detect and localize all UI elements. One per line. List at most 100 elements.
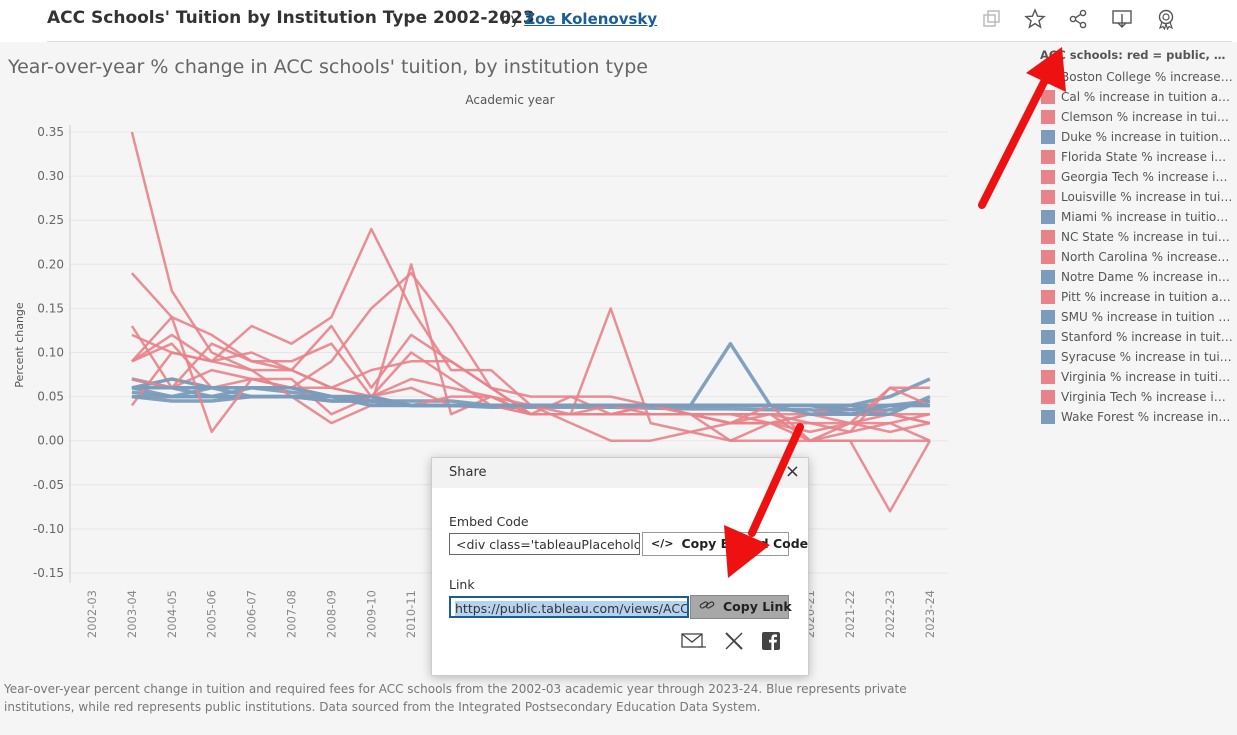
legend-swatch: [1041, 390, 1055, 404]
legend-item[interactable]: Cal % increase in tuition and ...: [1041, 87, 1233, 107]
author-link[interactable]: Zoe Kolenovsky: [524, 10, 658, 28]
legend-item[interactable]: Wake Forest % increase in tu...: [1041, 407, 1233, 427]
y-tick-label: 0.20: [37, 257, 64, 271]
download-icon[interactable]: [1111, 8, 1133, 30]
y-tick-label: 0.05: [37, 390, 64, 404]
legend-swatch: [1041, 230, 1055, 244]
x-tick-label: 2003-04: [125, 590, 139, 638]
legend-item[interactable]: Notre Dame % increase in tu...: [1041, 267, 1233, 287]
legend-label: Virginia Tech % increase in t...: [1061, 390, 1233, 404]
x-tick-label: 2023-24: [923, 590, 937, 638]
legend-swatch: [1041, 130, 1055, 144]
legend-item[interactable]: Virginia Tech % increase in t...: [1041, 387, 1233, 407]
legend-swatch: [1041, 410, 1055, 424]
legend-swatch: [1041, 70, 1055, 84]
legend-item[interactable]: SMU % increase in tuition an...: [1041, 307, 1233, 327]
link-chain-icon: [699, 596, 715, 618]
legend-item[interactable]: Duke % increase in tuition a...: [1041, 127, 1233, 147]
dialog-title: Share: [449, 465, 487, 480]
legend-title: ACC schools: red = public, blue = ...: [1040, 48, 1232, 62]
facebook-icon[interactable]: [760, 630, 784, 652]
legend-swatch: [1041, 210, 1055, 224]
copy-embed-code-button[interactable]: </> Copy Embed Code: [642, 532, 808, 556]
top-divider: [47, 41, 1232, 42]
series-line: [131, 377, 931, 425]
legend-label: Louisville % increase in tuiti...: [1061, 190, 1233, 204]
chart-caption: Year-over-year percent change in tuition…: [4, 682, 907, 714]
legend-label: Cal % increase in tuition and ...: [1061, 90, 1233, 104]
legend-label: SMU % increase in tuition an...: [1061, 310, 1233, 324]
y-tick-label: 0.15: [37, 301, 64, 315]
legend-label: Pitt % increase in tuition an...: [1061, 290, 1233, 304]
legend-item[interactable]: Virginia % increase in tuitio...: [1041, 367, 1233, 387]
legend-label: Clemson % increase in tuitio...: [1061, 110, 1233, 124]
legend-swatch: [1041, 370, 1055, 384]
legend-item[interactable]: Syracuse % increase in tuitio...: [1041, 347, 1233, 367]
legend-label: Georgia Tech % increase in t...: [1061, 170, 1233, 184]
legend-label: Miami % increase in tuition ...: [1061, 210, 1233, 224]
viz-title: ACC Schools' Tuition by Institution Type…: [47, 8, 535, 28]
x-axis-label: Academic year: [465, 93, 554, 107]
x-tick-label: 2007-08: [285, 590, 299, 638]
y-tick-label: 0.10: [37, 346, 64, 360]
legend-item[interactable]: NC State % increase in tuitio...: [1041, 227, 1233, 247]
legend-label: Florida State % increase in t...: [1061, 150, 1233, 164]
legend-label: Syracuse % increase in tuitio...: [1061, 350, 1233, 364]
code-icon: </>: [651, 537, 674, 550]
share-dialog: Share × Embed Code <div class='tableauPl…: [431, 457, 809, 676]
legend-item[interactable]: Pitt % increase in tuition an...: [1041, 287, 1233, 307]
embed-code-field[interactable]: <div class='tableauPlaceholder: [449, 533, 640, 555]
x-tick-label: 2005-06: [205, 590, 219, 638]
legend-swatch: [1041, 350, 1055, 364]
legend-item[interactable]: Georgia Tech % increase in t...: [1041, 167, 1233, 187]
x-tick-label: 2002-03: [85, 590, 99, 638]
link-field-value: https://public.tableau.com/views/ACCS: [455, 601, 687, 616]
top-bar: ACC Schools' Tuition by Institution Type…: [0, 0, 1237, 42]
legend-swatch: [1041, 150, 1055, 164]
legend-item[interactable]: Stanford % increase in tuitio...: [1041, 327, 1233, 347]
legend: Boston College % increase in... Cal % inc…: [1041, 67, 1233, 427]
x-tick-label: 2004-05: [165, 590, 179, 638]
email-icon[interactable]: [681, 630, 706, 652]
y-tick-label: 0.00: [37, 434, 64, 448]
series-line: [131, 386, 930, 416]
link-field[interactable]: https://public.tableau.com/views/ACCS: [449, 596, 689, 618]
legend-item[interactable]: Florida State % increase in t...: [1041, 147, 1233, 167]
legend-swatch: [1041, 250, 1055, 264]
legend-swatch: [1041, 270, 1055, 284]
favorite-star-icon[interactable]: [1024, 8, 1046, 30]
legend-label: North Carolina % increase in...: [1061, 250, 1233, 264]
byline: by Zoe Kolenovsky: [501, 10, 657, 28]
legend-swatch: [1041, 190, 1055, 204]
close-icon[interactable]: ×: [784, 461, 800, 482]
legend-label: Wake Forest % increase in tu...: [1061, 410, 1233, 424]
y-tick-label: -0.05: [33, 478, 64, 492]
copy-link-label: Copy Link: [723, 599, 792, 614]
link-label: Link: [449, 577, 475, 592]
series-line: [130, 315, 930, 434]
y-tick-label: 0.30: [37, 169, 64, 183]
x-tick-label: 2006-07: [245, 590, 259, 638]
badge-icon[interactable]: [1155, 8, 1177, 31]
byline-by: by: [501, 10, 520, 28]
legend-swatch: [1041, 90, 1055, 104]
x-twitter-icon[interactable]: [723, 630, 747, 652]
duplicate-icon[interactable]: [980, 8, 1002, 30]
legend-item[interactable]: Miami % increase in tuition ...: [1041, 207, 1233, 227]
share-icon[interactable]: [1067, 8, 1089, 30]
legend-item[interactable]: North Carolina % increase in...: [1041, 247, 1233, 267]
legend-swatch: [1041, 170, 1055, 184]
y-tick-label: -0.15: [33, 566, 64, 580]
legend-swatch: [1041, 290, 1055, 304]
legend-swatch: [1041, 330, 1055, 344]
legend-item[interactable]: Clemson % increase in tuitio...: [1041, 107, 1233, 127]
legend-label: Boston College % increase in...: [1061, 70, 1233, 84]
legend-item[interactable]: Boston College % increase in...: [1041, 67, 1233, 87]
legend-label: NC State % increase in tuitio...: [1061, 230, 1233, 244]
legend-item[interactable]: Louisville % increase in tuiti...: [1041, 187, 1233, 207]
legend-label: Stanford % increase in tuitio...: [1061, 330, 1233, 344]
x-tick-label: 2010-11: [404, 590, 418, 638]
y-tick-label: 0.25: [37, 213, 64, 227]
series-line: [130, 272, 930, 416]
copy-link-button[interactable]: Copy Link: [690, 595, 792, 619]
